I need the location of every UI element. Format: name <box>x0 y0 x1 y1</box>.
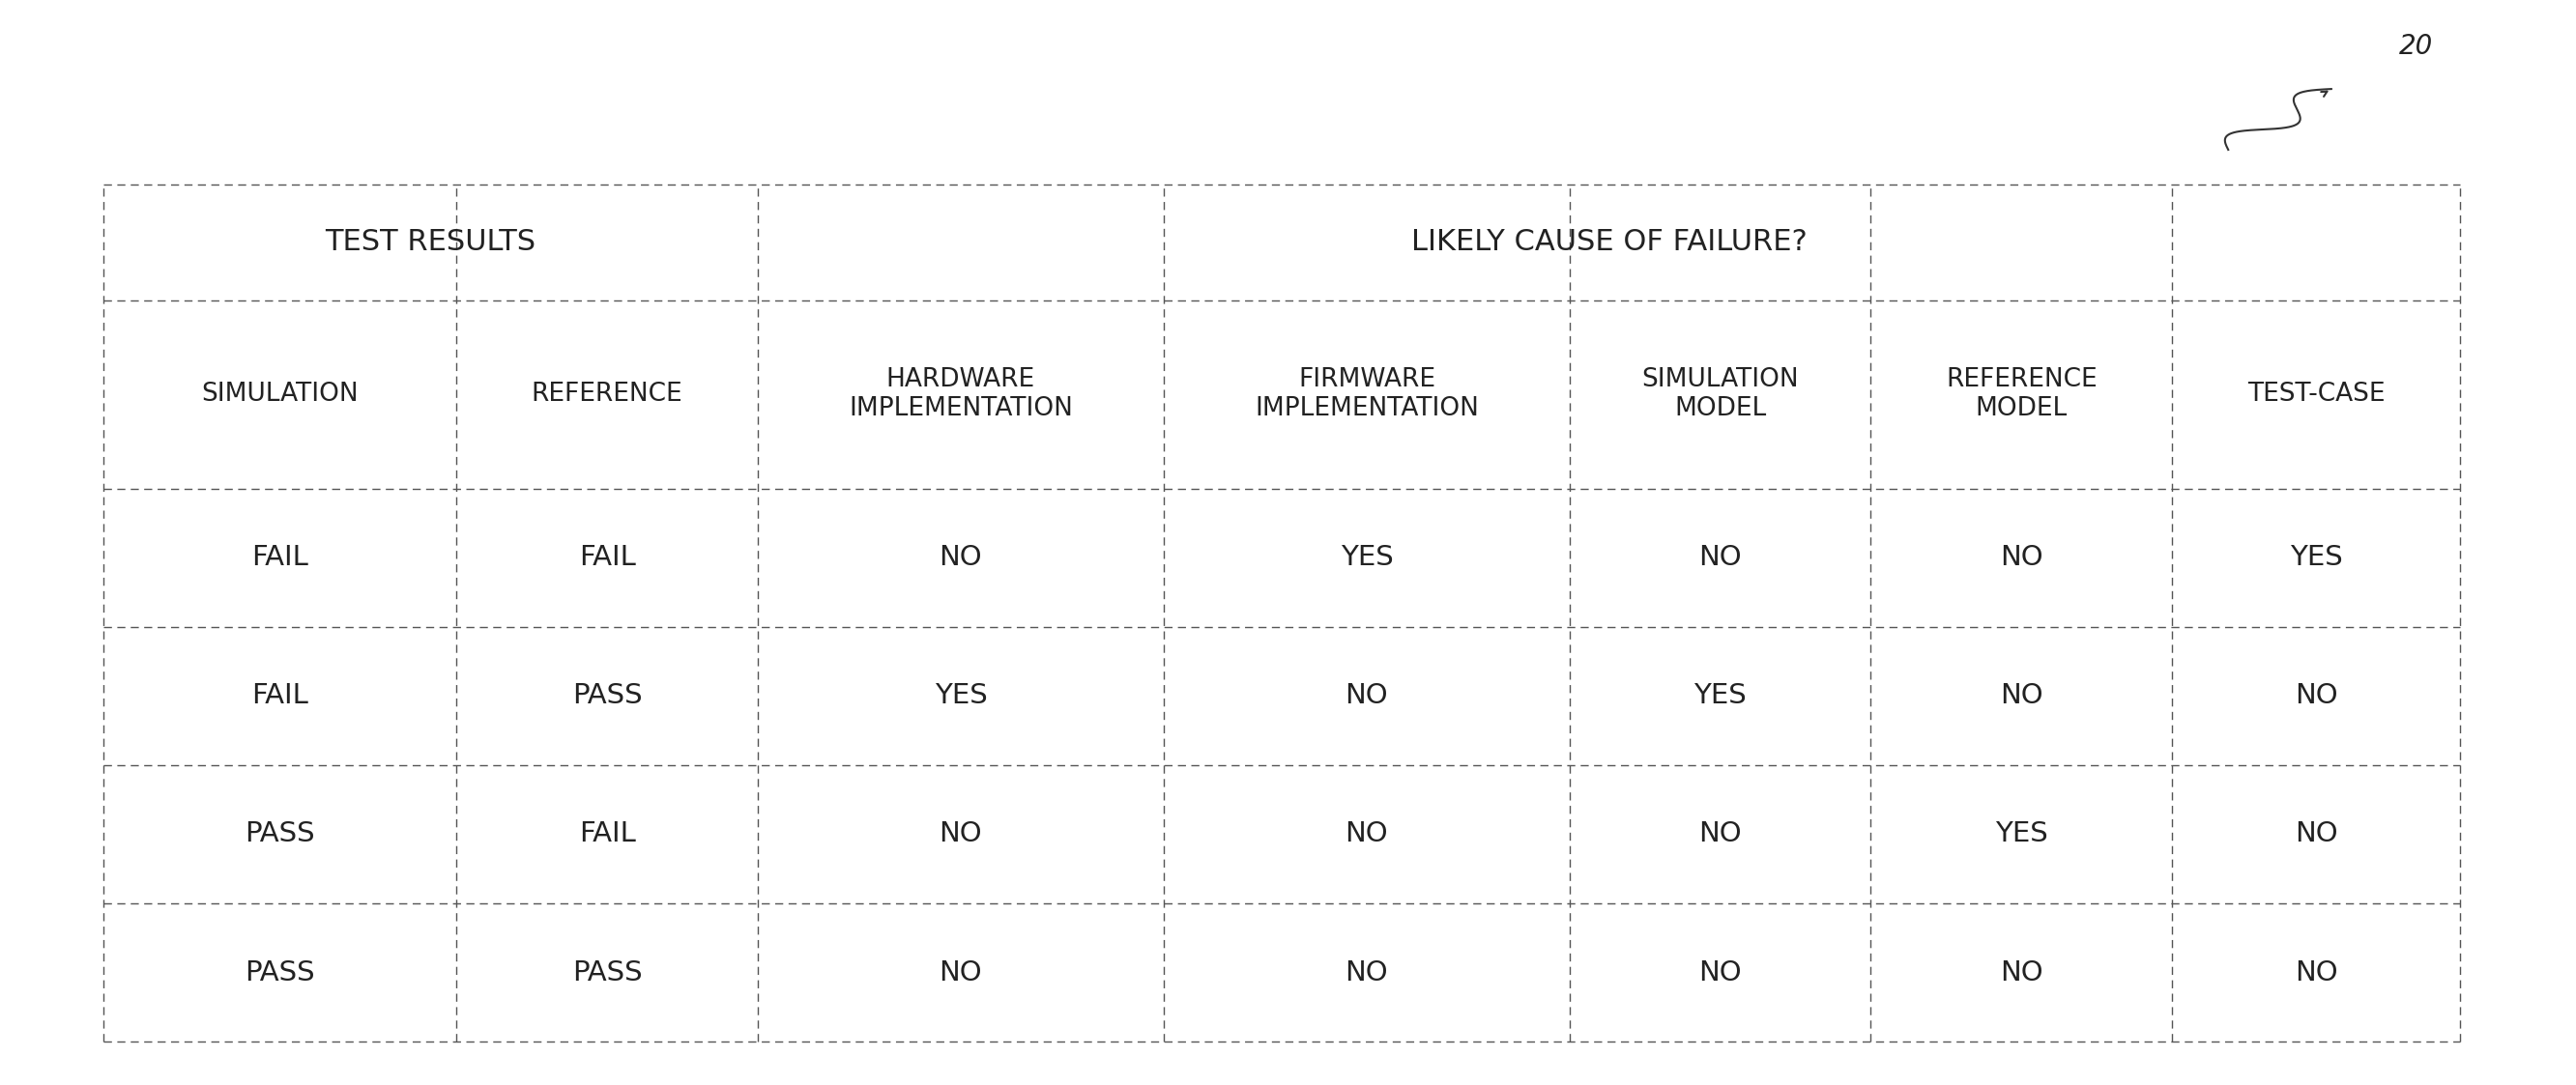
Text: LIKELY CAUSE OF FAILURE?: LIKELY CAUSE OF FAILURE? <box>1412 228 1806 256</box>
Text: YES: YES <box>1994 820 2048 847</box>
Text: PASS: PASS <box>245 959 314 986</box>
Text: YES: YES <box>935 682 987 710</box>
Text: HARDWARE
IMPLEMENTATION: HARDWARE IMPLEMENTATION <box>848 368 1072 421</box>
Text: NO: NO <box>2295 820 2336 847</box>
Text: NO: NO <box>1345 959 1388 986</box>
Text: NO: NO <box>1345 682 1388 710</box>
Text: NO: NO <box>1999 682 2043 710</box>
Text: FAIL: FAIL <box>580 545 636 572</box>
Text: NO: NO <box>940 959 981 986</box>
Text: YES: YES <box>1340 545 1394 572</box>
Text: FIRMWARE
IMPLEMENTATION: FIRMWARE IMPLEMENTATION <box>1255 368 1479 421</box>
Text: NO: NO <box>940 545 981 572</box>
Text: SIMULATION
MODEL: SIMULATION MODEL <box>1641 368 1798 421</box>
Text: TEST RESULTS: TEST RESULTS <box>325 228 536 256</box>
Text: NO: NO <box>1698 820 1741 847</box>
Text: PASS: PASS <box>572 682 641 710</box>
Text: NO: NO <box>940 820 981 847</box>
Text: PASS: PASS <box>245 820 314 847</box>
Text: REFERENCE: REFERENCE <box>531 382 683 407</box>
Text: SIMULATION: SIMULATION <box>201 382 358 407</box>
Text: NO: NO <box>2295 682 2336 710</box>
Text: NO: NO <box>1698 545 1741 572</box>
Text: NO: NO <box>1999 959 2043 986</box>
Text: TEST-CASE: TEST-CASE <box>2246 382 2385 407</box>
Text: PASS: PASS <box>572 959 641 986</box>
Text: NO: NO <box>1698 959 1741 986</box>
Text: NO: NO <box>1345 820 1388 847</box>
Text: 20: 20 <box>2398 33 2434 60</box>
Text: YES: YES <box>1695 682 1747 710</box>
Text: NO: NO <box>1999 545 2043 572</box>
Text: FAIL: FAIL <box>252 545 309 572</box>
Text: NO: NO <box>2295 959 2336 986</box>
Text: REFERENCE
MODEL: REFERENCE MODEL <box>1945 368 2097 421</box>
Text: FAIL: FAIL <box>252 682 309 710</box>
Text: YES: YES <box>2290 545 2342 572</box>
Text: FAIL: FAIL <box>580 820 636 847</box>
